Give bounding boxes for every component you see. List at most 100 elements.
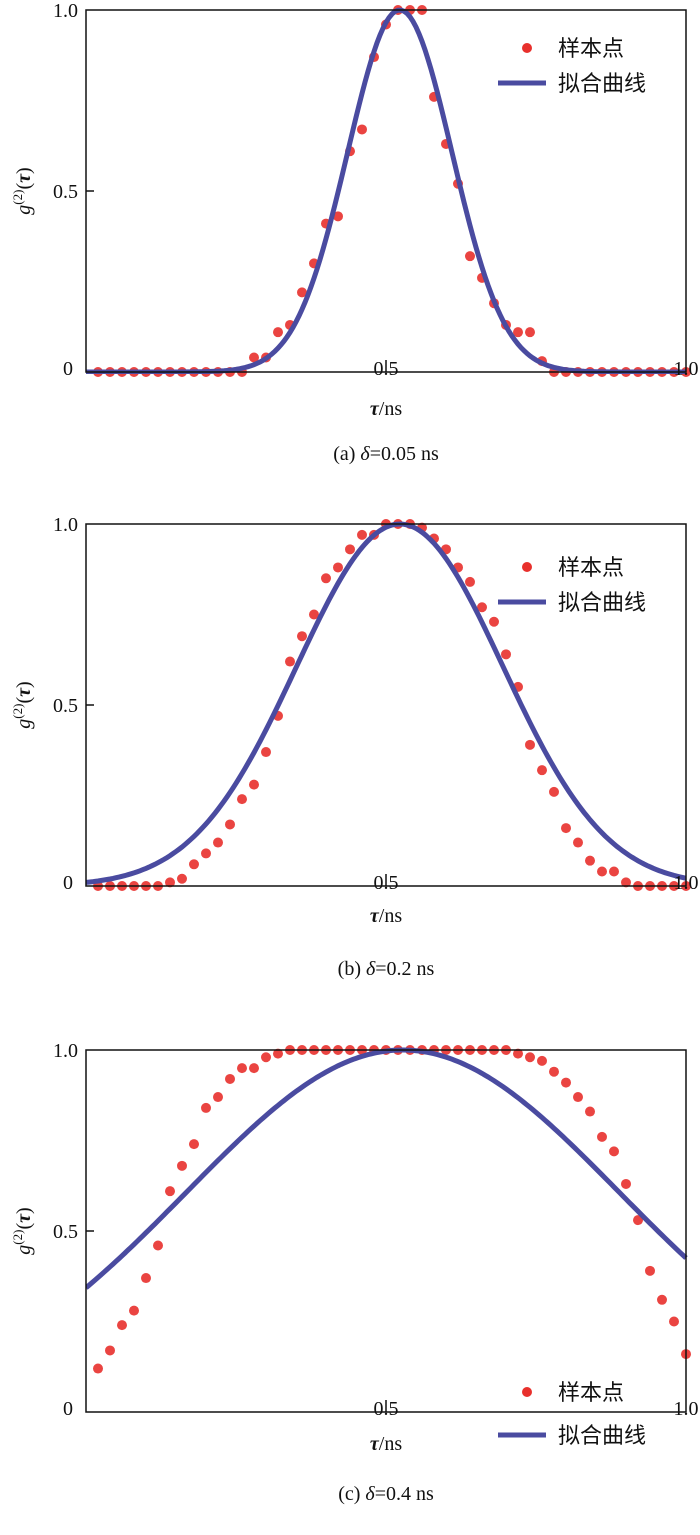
sample-point — [177, 1160, 187, 1171]
sample-point — [345, 544, 355, 555]
x-tick-label: 1.0 — [674, 1398, 699, 1420]
y-axis-label: g(2)(τ) — [10, 681, 35, 728]
x-tick-label: 0 — [63, 872, 73, 894]
sample-point — [549, 1066, 559, 1077]
caption-value: =0.2 ns — [375, 958, 434, 980]
y-tick-label: 0.5 — [53, 181, 78, 203]
x-tick-label: 0.5 — [374, 872, 399, 894]
y-label-tau: τ — [13, 1213, 35, 1223]
sample-point — [561, 823, 571, 834]
sample-point — [129, 1305, 139, 1316]
y-label-tau: τ — [13, 687, 35, 697]
sample-point — [273, 1048, 283, 1059]
x-label-unit: /ns — [379, 905, 403, 927]
x-tick-label: 1.0 — [674, 358, 699, 380]
legend-label-samples: 样本点 — [558, 36, 624, 61]
x-label-unit: /ns — [379, 398, 403, 420]
sample-point — [309, 609, 319, 620]
y-label-superscript: (2) — [10, 1230, 25, 1245]
sample-point — [153, 1240, 163, 1251]
x-tick-label: 0.5 — [374, 358, 399, 380]
caption-value: =0.05 ns — [370, 443, 439, 465]
x-tick-label: 1.0 — [674, 872, 699, 894]
sample-point — [621, 877, 631, 888]
sample-point — [333, 562, 343, 573]
sample-point — [501, 649, 511, 660]
sample-point — [609, 866, 619, 877]
y-label-paren-close: ) — [13, 1207, 35, 1214]
sample-point — [525, 327, 535, 338]
x-label-unit: /ns — [379, 1433, 403, 1455]
legend-label-samples: 样本点 — [558, 1380, 624, 1405]
y-label-paren-open: ( — [13, 697, 35, 704]
sample-point — [141, 1273, 151, 1284]
plot-frame — [85, 1049, 687, 1413]
subplot-caption: (a) δ=0.05 ns — [333, 443, 439, 465]
y-label-paren-close: ) — [13, 681, 35, 688]
sample-point — [249, 1063, 259, 1074]
sample-point — [201, 1102, 211, 1113]
x-tick-label: 0.5 — [374, 1398, 399, 1420]
sample-point — [237, 1063, 247, 1074]
legend-label-samples: 样本点 — [558, 555, 624, 580]
y-label-paren-close: ) — [13, 167, 35, 174]
y-label-tau: τ — [13, 173, 35, 183]
sample-point — [285, 656, 295, 667]
y-label-superscript: (2) — [10, 190, 25, 205]
y-label-g: g — [13, 205, 35, 215]
plot-frame — [85, 9, 687, 373]
sample-point — [189, 1139, 199, 1150]
x-axis-label: τ/ns — [370, 905, 402, 927]
x-label-tau: τ — [370, 905, 380, 927]
sample-point — [165, 1186, 175, 1197]
y-axis-label: g(2)(τ) — [10, 1207, 35, 1254]
sample-point — [357, 124, 367, 135]
caption-delta: δ — [366, 958, 376, 980]
sample-point — [489, 616, 499, 627]
sample-point — [657, 1294, 667, 1305]
sample-point — [513, 327, 523, 338]
y-tick-label: 1.0 — [53, 514, 78, 536]
x-label-tau: τ — [370, 1433, 380, 1455]
sample-point — [549, 786, 559, 797]
x-tick-label: 0 — [63, 1398, 73, 1420]
y-label-g: g — [13, 719, 35, 729]
chart-panel-a: 0 0.5 1.00.51.0g(2)(τ)τ/ns(a) δ=0.05 ns样本点… — [10, 0, 699, 465]
sample-point — [249, 779, 259, 790]
sample-point — [573, 837, 583, 848]
caption-value: =0.4 ns — [375, 1483, 434, 1505]
caption-prefix: (a) — [333, 443, 360, 465]
fit-curve — [86, 1047, 688, 1290]
sample-point — [333, 211, 343, 222]
sample-point — [597, 866, 607, 877]
sample-point — [573, 1092, 583, 1103]
subplot-caption: (c) δ=0.4 ns — [338, 1483, 434, 1505]
sample-point — [273, 327, 283, 338]
sample-point — [189, 859, 199, 870]
sample-point — [357, 529, 367, 540]
legend-label-fit: 拟合曲线 — [558, 590, 646, 615]
y-label-superscript: (2) — [10, 704, 25, 719]
caption-delta: δ — [360, 443, 370, 465]
sample-point — [249, 352, 259, 363]
sample-point — [93, 1363, 103, 1374]
sample-point — [621, 1178, 631, 1189]
sample-point — [513, 1048, 523, 1059]
sample-point — [609, 1146, 619, 1157]
sample-point — [261, 747, 271, 758]
fit-curve — [86, 521, 687, 885]
sample-point — [465, 251, 475, 262]
sample-point — [537, 1055, 547, 1066]
sample-point — [477, 602, 487, 613]
fit-curve — [86, 7, 686, 374]
legend-label-fit: 拟合曲线 — [558, 71, 646, 96]
sample-point — [165, 877, 175, 888]
sample-point — [525, 739, 535, 750]
sample-point — [225, 819, 235, 830]
sample-point — [585, 1106, 595, 1117]
sample-point — [117, 1320, 127, 1331]
